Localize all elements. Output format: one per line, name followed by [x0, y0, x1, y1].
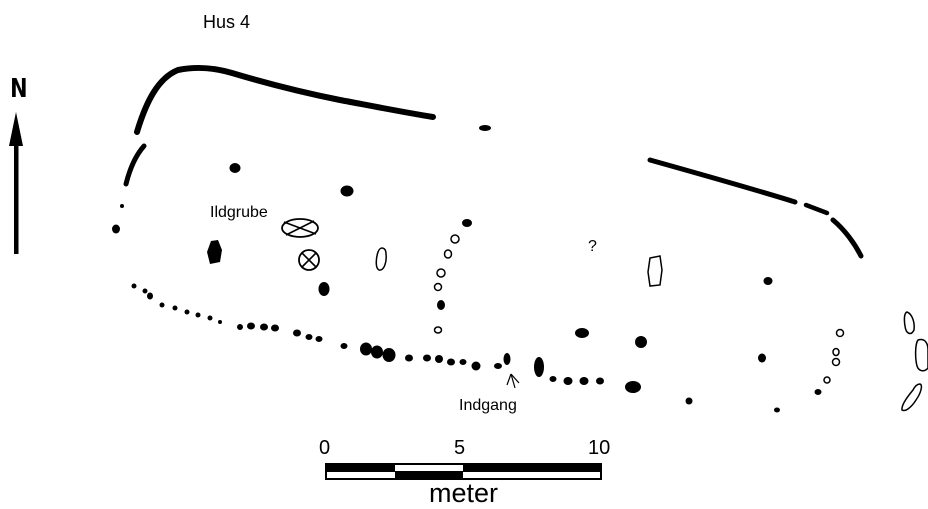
north-arrow-icon	[9, 112, 23, 254]
posthole	[635, 336, 647, 348]
posthole	[318, 282, 330, 296]
posthole	[315, 336, 323, 342]
hearth-icon	[298, 249, 320, 271]
posthole	[131, 283, 137, 289]
posthole	[433, 326, 443, 334]
scale-unit-label: meter	[429, 478, 499, 508]
posthole	[305, 334, 313, 340]
north-wall-trench-east	[647, 157, 798, 205]
posthole	[207, 240, 222, 264]
posthole	[437, 300, 445, 310]
entrance-arrow-icon	[506, 373, 520, 389]
posthole	[207, 315, 213, 321]
posthole	[758, 353, 766, 363]
posthole	[405, 354, 413, 362]
posthole	[120, 204, 124, 208]
north-label: N	[10, 74, 28, 104]
posthole	[450, 234, 460, 244]
scale-tick-label: 5	[454, 437, 466, 459]
posthole	[685, 397, 693, 405]
entrance-label: Indgang	[459, 397, 517, 414]
posthole	[433, 282, 443, 292]
posthole	[436, 268, 446, 278]
north-wall-trench-east-end	[803, 202, 830, 216]
east-wall-trench	[830, 217, 864, 259]
posthole	[647, 255, 663, 287]
posthole	[147, 292, 153, 300]
posthole	[823, 376, 831, 384]
posthole	[462, 219, 472, 227]
posthole	[142, 288, 148, 294]
open-postholes	[375, 234, 928, 412]
uncertain-feature-label: ?	[588, 238, 597, 255]
posthole	[575, 328, 589, 338]
scale-tick-label: 0	[319, 437, 331, 459]
posthole	[271, 324, 279, 332]
stone	[901, 383, 923, 412]
posthole	[534, 357, 544, 377]
posthole	[260, 323, 268, 331]
posthole	[625, 381, 641, 393]
posthole	[360, 342, 372, 356]
posthole	[382, 348, 396, 362]
posthole	[479, 125, 491, 131]
posthole	[549, 376, 557, 382]
posthole	[184, 309, 190, 315]
posthole	[832, 347, 840, 357]
posthole	[159, 302, 165, 308]
plan-title: Hus 4	[203, 12, 251, 32]
posthole	[172, 305, 178, 311]
posthole	[443, 249, 453, 259]
fire-pit-label: Ildgrube	[210, 204, 268, 221]
posthole	[835, 328, 845, 338]
posthole	[293, 329, 301, 337]
posthole	[340, 343, 348, 349]
posthole	[435, 355, 443, 363]
scale-bar	[325, 463, 602, 480]
fire-pit-icon	[281, 218, 319, 238]
posthole	[596, 377, 604, 385]
posthole	[247, 322, 255, 330]
scale-tick-label: 10	[588, 437, 611, 459]
posthole	[459, 359, 467, 365]
posthole	[563, 377, 573, 385]
posthole	[340, 185, 354, 197]
south-wall-postholes	[131, 283, 822, 413]
posthole	[494, 363, 502, 369]
posthole	[237, 324, 243, 330]
posthole	[471, 361, 481, 371]
stone	[914, 338, 928, 372]
posthole	[218, 320, 222, 324]
posthole	[375, 247, 387, 271]
posthole	[447, 358, 455, 366]
posthole	[371, 345, 383, 359]
north-wall-trench-west	[134, 64, 436, 135]
posthole	[423, 354, 431, 362]
posthole	[774, 407, 780, 413]
posthole	[229, 163, 241, 173]
posthole	[112, 224, 120, 234]
posthole	[195, 312, 201, 318]
posthole	[763, 277, 773, 285]
posthole	[503, 353, 511, 365]
posthole	[814, 389, 822, 395]
stone	[903, 311, 915, 335]
posthole	[579, 377, 589, 385]
posthole	[831, 357, 841, 367]
west-wall-trench	[123, 143, 147, 187]
